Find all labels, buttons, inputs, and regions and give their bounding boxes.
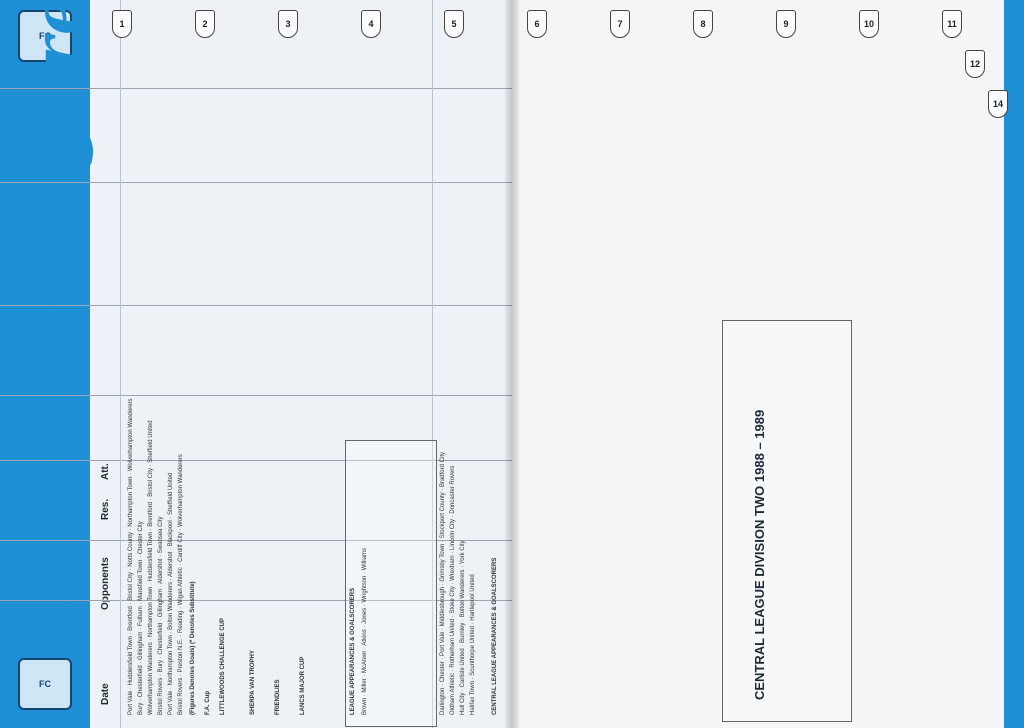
central-opponents-list: Oldham Athletic · Rotherham United · Sto… <box>450 465 456 715</box>
league-appearances-box <box>345 440 437 727</box>
opponents-list: Port Vale · Northampton Town · Bolton Wa… <box>168 472 174 715</box>
column-header-2: 2 <box>195 10 215 38</box>
rule <box>0 88 512 89</box>
column-header-10: 10 <box>859 10 879 38</box>
rule <box>0 600 512 601</box>
rule <box>0 395 512 396</box>
page-gutter <box>505 0 519 728</box>
blue-strip-right <box>1004 0 1024 728</box>
player-list: Brown · Miller · McAteer · Atkins · Jone… <box>362 547 368 715</box>
opponents-list: Bristol Rovers · Preston N.E. · Reading … <box>178 454 184 715</box>
central-opponents-list: Halifax Town · Scunthorpe United · Hartl… <box>470 574 476 715</box>
central-opponents-list: Hull City · Carlisle United · Burnley · … <box>460 540 466 715</box>
section-central-apps: CENTRAL LEAGUE APPEARANCES & GOALSCORERS <box>492 557 498 715</box>
opponents-list: Wolverhampton Wanderers · Northampton To… <box>148 420 154 715</box>
substitute-note: (Figures Denotes Goals) (* Denotes Subst… <box>190 581 196 715</box>
left-page: FC FC Facts and Figures Date Opponents R… <box>0 0 512 728</box>
rule <box>0 540 512 541</box>
club-crest-icon: FC <box>18 10 72 62</box>
column-header-5: 5 <box>444 10 464 38</box>
section-littlewoods: LITTLEWOODS CHALLENGE CUP <box>220 618 226 715</box>
rule <box>0 305 512 306</box>
opponents-list: Bury · Chesterfield · Gillingham · Fulha… <box>138 521 144 715</box>
opponents-list: Bristol Rovers · Bury · Chesterfield · G… <box>158 516 164 716</box>
rule <box>0 460 512 461</box>
column-header-14: 14 <box>988 90 1008 118</box>
column-header-12: 12 <box>965 50 985 78</box>
section-friendlies: FRIENDLIES <box>275 679 281 715</box>
rule <box>0 182 512 183</box>
central-opponents-list: Darlington · Chester · Port Vale · Middl… <box>440 452 446 715</box>
right-page: CENTRAL LEAGUE DIVISION TWO 1988 – 1989 <box>512 0 1024 728</box>
header-date: Date <box>100 683 111 705</box>
column-header-8: 8 <box>693 10 713 38</box>
header-res: Res. <box>100 498 111 520</box>
column-header-1: 1 <box>112 10 132 38</box>
section-fa-cup: F.A. Cup <box>205 691 211 715</box>
column-header-6: 6 <box>527 10 547 38</box>
blue-strip-left <box>0 0 90 728</box>
column-header-7: 7 <box>610 10 630 38</box>
central-league-box <box>722 320 852 722</box>
header-att: Att. <box>100 463 111 480</box>
section-sherpa: SHERPA VAN TROPHY <box>250 650 256 715</box>
opponents-list: Port Vale · Huddersfield Town · Brentfor… <box>128 398 134 715</box>
column-header-4: 4 <box>361 10 381 38</box>
header-opponents: Opponents <box>100 557 111 610</box>
section-league-apps: LEAGUE APPEARANCES & GOALSCORERS <box>350 587 356 715</box>
column-header-9: 9 <box>776 10 796 38</box>
club-crest-icon: FC <box>18 658 72 710</box>
column-header-11: 11 <box>942 10 962 38</box>
column-divider <box>120 0 121 728</box>
central-league-title: CENTRAL LEAGUE DIVISION TWO 1988 – 1989 <box>752 409 767 700</box>
column-divider <box>432 0 433 728</box>
page-title: Facts and Figures <box>20 0 95 625</box>
column-header-3: 3 <box>278 10 298 38</box>
section-lancs-cup: LANCS MAJOR CUP <box>300 656 306 715</box>
